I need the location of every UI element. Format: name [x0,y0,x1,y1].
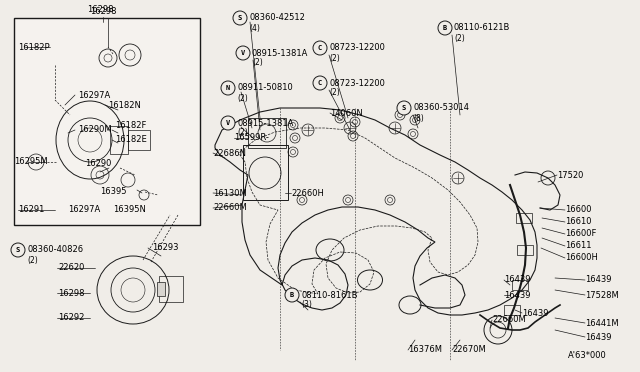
Text: B: B [443,25,447,31]
Text: 16439: 16439 [504,276,531,285]
Text: 16298: 16298 [87,6,113,15]
Text: 14060N: 14060N [330,109,363,118]
Text: 16290M: 16290M [78,125,111,135]
Text: 16439: 16439 [504,291,531,299]
Text: 17528M: 17528M [585,291,619,299]
Text: 16297A: 16297A [78,90,110,99]
Circle shape [233,11,247,25]
Text: (2): (2) [237,128,248,138]
Text: 16611: 16611 [565,241,591,250]
Text: 16182F: 16182F [115,121,147,129]
Text: 16182E: 16182E [115,135,147,144]
Text: (2): (2) [252,58,263,67]
Text: 16600H: 16600H [565,253,598,263]
Text: 16293: 16293 [152,244,179,253]
Text: 16290: 16290 [85,158,111,167]
Text: 16441M: 16441M [585,318,619,327]
Text: 16439: 16439 [522,308,548,317]
Text: 08360-40826: 08360-40826 [27,246,83,254]
Text: (2): (2) [237,93,248,103]
Text: 16298: 16298 [90,7,116,16]
Bar [110,126,128,154]
Text: 08110-8161B: 08110-8161B [301,291,358,299]
Bar [157,282,165,296]
Text: 16297A: 16297A [68,205,100,215]
Text: 22660M: 22660M [213,203,247,212]
Text: 16182N: 16182N [108,100,141,109]
Text: 08723-12200: 08723-12200 [329,78,385,87]
Text: 16395N: 16395N [113,205,146,215]
Bar [159,276,183,302]
Text: 16439: 16439 [585,276,611,285]
Text: N: N [226,85,230,91]
Text: 16599R-: 16599R- [234,134,269,142]
Text: 16439: 16439 [585,333,611,341]
Bar [517,245,533,255]
Bar [128,130,150,150]
Text: 16130M: 16130M [213,189,247,198]
Text: V: V [241,50,245,56]
Text: 08915-1381A: 08915-1381A [237,119,293,128]
Text: 22670M: 22670M [452,346,486,355]
Circle shape [285,288,299,302]
Text: C: C [318,80,322,86]
Text: S: S [402,105,406,111]
Text: B: B [290,292,294,298]
Text: (2): (2) [329,54,340,62]
Text: 22660H: 22660H [291,189,324,198]
Text: (3): (3) [301,301,312,310]
Bar [516,213,532,223]
Text: V: V [226,120,230,126]
Circle shape [397,101,411,115]
Text: 22660M: 22660M [492,315,525,324]
Circle shape [221,81,235,95]
Bar [504,305,520,315]
Text: 08360-42512: 08360-42512 [249,13,305,22]
Text: 16610: 16610 [565,218,591,227]
Text: 08915-1381A: 08915-1381A [252,48,308,58]
Text: (2): (2) [454,33,465,42]
Text: 08360-53014: 08360-53014 [413,103,469,112]
Text: (2): (2) [329,89,340,97]
Bar [14,18,200,225]
Circle shape [313,41,327,55]
Circle shape [221,116,235,130]
Text: 16291: 16291 [18,205,44,215]
Text: (8): (8) [413,113,424,122]
Bar [248,118,286,148]
Text: 16395: 16395 [100,187,127,196]
Text: 22620: 22620 [58,263,84,273]
Text: 16295M: 16295M [14,157,47,167]
Text: C: C [318,45,322,51]
Circle shape [438,21,452,35]
Circle shape [11,243,25,257]
Text: (2): (2) [27,256,38,264]
Text: S: S [16,247,20,253]
Text: 17520: 17520 [557,170,584,180]
Text: S: S [238,15,242,21]
Text: 08110-6121B: 08110-6121B [454,23,510,32]
Bar [243,145,288,200]
Text: 16600F: 16600F [565,230,596,238]
Text: 16376M: 16376M [408,346,442,355]
Text: 08723-12200: 08723-12200 [329,44,385,52]
Bar [512,280,528,290]
Text: 16182P: 16182P [18,42,50,51]
Circle shape [313,76,327,90]
Circle shape [236,46,250,60]
Text: 22686N: 22686N [213,148,246,157]
Text: 08911-50810: 08911-50810 [237,83,292,93]
Text: 16600: 16600 [565,205,591,215]
Text: 16298: 16298 [58,289,84,298]
Text: 16292: 16292 [58,314,84,323]
Text: A'63*000: A'63*000 [568,350,607,359]
Text: (4): (4) [249,23,260,32]
